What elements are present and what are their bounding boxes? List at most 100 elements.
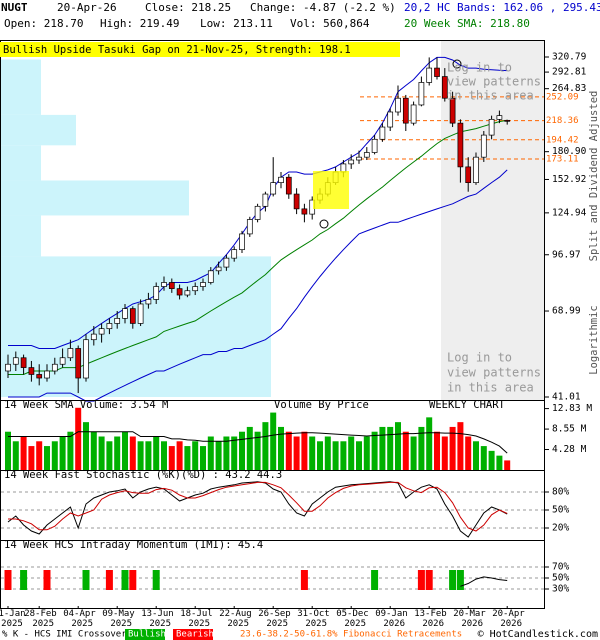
bearish-signal [417, 570, 425, 590]
bearish-signal [300, 570, 308, 590]
x-tick-label: 13-Feb 2026 [414, 609, 452, 629]
y-tick-label: 292.81 [552, 67, 587, 78]
volume-bar [465, 436, 472, 470]
volume-bar [51, 441, 58, 470]
candle-body [28, 367, 35, 375]
candle-body [434, 67, 440, 77]
candle-body [379, 126, 386, 140]
volume-title: 14 Week SMA Volume: 3.54 M [4, 399, 168, 411]
bearish-signal [43, 570, 51, 590]
symbol: NUGT [1, 1, 28, 14]
candle-body [137, 303, 144, 324]
plot: 320.79 292.81 264.83 180.90 152.92 124.94 96.9… [0, 52, 592, 629]
side-label: Logarithmic [588, 305, 600, 375]
price-line [8, 119, 508, 375]
volume-bar [457, 422, 464, 470]
volume-bar [278, 426, 284, 470]
volume-bar [223, 436, 230, 470]
volume-bar [324, 436, 331, 470]
fib-label: 218.36 [546, 116, 579, 126]
volume-by-price [1, 59, 271, 397]
volume-bar [473, 441, 479, 470]
bullish-signal [20, 570, 28, 590]
volume-bar [59, 436, 66, 470]
volume-bar [184, 446, 191, 470]
candle-body [153, 286, 160, 300]
y-tick-label: 68.99 [552, 306, 581, 317]
y-tick-label: 70% [552, 562, 569, 573]
volume-bar [192, 441, 199, 470]
candle-body [371, 138, 378, 153]
pattern-marker [452, 59, 462, 69]
login-notice: in this area [447, 381, 534, 395]
volume-bar [363, 436, 370, 470]
login-notice: Log in to [447, 351, 512, 365]
x-tick-label: 31-Oct 2025 [297, 609, 335, 629]
x-tick-label: 22-Aug 2025 [219, 609, 257, 629]
candle-body [363, 152, 370, 158]
x-tick-label: 05-Dec 2025 [336, 609, 374, 629]
y-tick-label: 80% [552, 487, 569, 498]
high: High: 219.49 [100, 17, 179, 30]
open: Open: 218.70 [4, 17, 83, 30]
vbp-bar [1, 215, 41, 257]
candle-body [129, 308, 136, 324]
bullish-signal [121, 570, 129, 590]
candle-body [402, 97, 409, 124]
volume-bar [231, 436, 238, 470]
login-notice: Log in to [447, 61, 512, 75]
bullish-signal [152, 570, 160, 590]
candle-body [20, 357, 27, 368]
candle-body [114, 317, 121, 324]
x-tick-label: 09-May 2025 [102, 609, 140, 629]
candle-body [488, 118, 495, 136]
volume-bar [301, 431, 308, 470]
volume-bar [98, 436, 105, 470]
candle-body [239, 233, 245, 251]
volume-bar [379, 426, 386, 470]
candle-body [348, 159, 355, 165]
x-tick-label: 20-Apr 2026 [492, 609, 530, 629]
volume-bar [75, 407, 82, 470]
banner-bg [0, 42, 400, 57]
candle-body [465, 166, 472, 183]
candle-body [67, 348, 74, 359]
volume-bar [309, 436, 316, 470]
chart-label: WEEKLY CHART [429, 399, 506, 411]
candle-body [262, 193, 269, 207]
candle-body [426, 67, 433, 83]
candle-body [340, 163, 347, 173]
bullish-signal [82, 570, 90, 590]
volume-bar [12, 441, 19, 470]
volume-bar [28, 446, 35, 470]
candle-body [410, 104, 417, 124]
copyright: © HotCandlestick.com [478, 629, 598, 640]
login-notice: view patterns [447, 366, 541, 380]
vbp-bar [1, 114, 76, 146]
candle-body [301, 208, 308, 215]
candle-body [184, 290, 191, 296]
volume-bar [168, 446, 175, 470]
bullish-signal [456, 570, 464, 590]
volume-bar [262, 422, 269, 470]
volume-bar [480, 446, 487, 470]
candle-body [12, 357, 19, 365]
volume-bar [449, 426, 456, 470]
bands: 20,2 HC Bands: 162.06 , 295.43 [404, 1, 600, 14]
footer-fib: 23.6-38.2-50-61.8% Fibonacci Retracement… [240, 630, 462, 640]
x-tick-label: 04-Apr 2025 [63, 609, 101, 629]
volume-bar [246, 426, 253, 470]
volume-bar [67, 431, 74, 470]
vbp-bar [1, 180, 189, 216]
x-tick-label: 28-Feb 2025 [24, 609, 62, 629]
y-tick-label: 50% [552, 505, 569, 516]
bearish-signal [425, 570, 433, 590]
x-tick-label: 26-Sep 2025 [258, 609, 296, 629]
volume-bar [114, 436, 121, 470]
candle-body [122, 308, 128, 319]
date: 20-Apr-26 [57, 1, 117, 14]
pattern-marker [319, 219, 329, 229]
candle-body [215, 266, 222, 272]
volume-bar [293, 436, 300, 470]
